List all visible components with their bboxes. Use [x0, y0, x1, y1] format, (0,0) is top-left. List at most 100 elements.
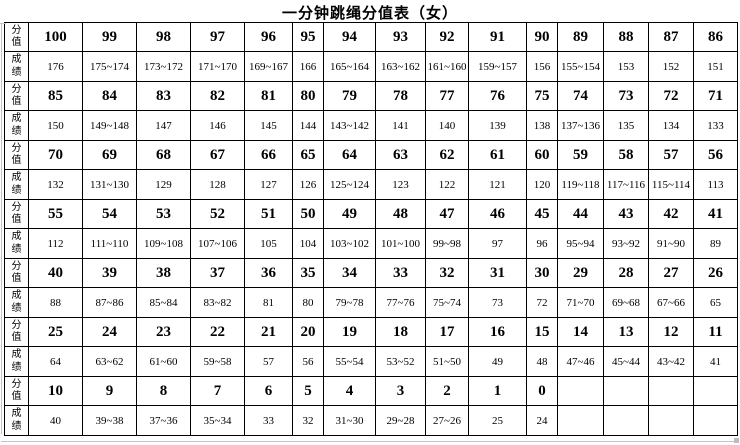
result-cell: 24 [526, 405, 558, 436]
score-row: 分值 100 99 98 97 96 95 94 93 92 91 90 89 88 87 86 [4, 22, 738, 52]
result-cell: 165~164 [323, 51, 376, 82]
score-cell: 70 [28, 140, 83, 170]
result-cell: 132 [28, 169, 83, 200]
result-cell: 91~90 [648, 228, 694, 259]
score-cell: 28 [603, 258, 649, 288]
score-cell: 82 [190, 81, 245, 111]
result-cell: 131~130 [82, 169, 137, 200]
score-cell: 69 [82, 140, 137, 170]
result-cell: 145 [244, 110, 293, 141]
result-cell: 141 [375, 110, 426, 141]
score-cell: 86 [693, 22, 738, 52]
score-cell: 59 [557, 140, 604, 170]
score-cell: 29 [557, 258, 604, 288]
result-cell: 75~74 [425, 287, 469, 318]
score-cell: 89 [557, 22, 604, 52]
result-cell: 107~106 [190, 228, 245, 259]
result-cell: 85~84 [136, 287, 191, 318]
score-cell: 51 [244, 199, 293, 229]
score-row-label: 分值 [4, 140, 29, 170]
result-cell: 122 [425, 169, 469, 200]
result-cell: 120 [526, 169, 558, 200]
score-cell: 41 [693, 199, 738, 229]
result-cell: 71~70 [557, 287, 604, 318]
score-cell: 67 [190, 140, 245, 170]
score-cell: 20 [292, 317, 324, 347]
score-row-label: 分值 [4, 81, 29, 111]
score-cell: 21 [244, 317, 293, 347]
table-resize-handle[interactable] [734, 438, 739, 443]
score-cell: 4 [323, 376, 376, 406]
result-cell: 153 [603, 51, 649, 82]
score-cell: 85 [28, 81, 83, 111]
score-cell: 91 [468, 22, 527, 52]
score-cell: 81 [244, 81, 293, 111]
result-cell: 169~167 [244, 51, 293, 82]
score-cell: 80 [292, 81, 324, 111]
score-cell: 24 [82, 317, 137, 347]
score-cell: 97 [190, 22, 245, 52]
score-cell: 18 [375, 317, 426, 347]
score-cell [557, 376, 604, 406]
page-title: 一分钟跳绳分值表（女） [281, 5, 458, 22]
result-cell: 89 [693, 228, 738, 259]
result-cell: 138 [526, 110, 558, 141]
score-row-label: 分值 [4, 199, 29, 229]
result-cell: 83~82 [190, 287, 245, 318]
score-cell: 54 [82, 199, 137, 229]
result-cell: 43~42 [648, 346, 694, 377]
score-row: 分值 10 9 8 7 6 5 4 3 2 1 0 [4, 376, 738, 406]
result-cell: 39~38 [82, 405, 137, 436]
result-row: 成绩 176 175~174 173~172 171~170 169~167 166 165~… [4, 51, 738, 82]
result-cell: 149~148 [82, 110, 137, 141]
score-cell: 12 [648, 317, 694, 347]
result-cell: 163~162 [375, 51, 426, 82]
result-cell: 117~116 [603, 169, 649, 200]
score-cell: 76 [468, 81, 527, 111]
result-cell: 67~66 [648, 287, 694, 318]
result-cell: 137~136 [557, 110, 604, 141]
jump-rope-score-table: 分值 100 99 98 97 96 95 94 93 92 91 90 89 88 87 86 成绩 176 17… [4, 22, 738, 436]
score-cell: 98 [136, 22, 191, 52]
result-row: 成绩 88 87~86 85~84 83~82 81 80 79~78 77~76 75~74 73… [4, 287, 738, 318]
result-cell: 95~94 [557, 228, 604, 259]
result-cell: 88 [28, 287, 83, 318]
result-row-label: 成绩 [4, 110, 29, 141]
result-cell: 173~172 [136, 51, 191, 82]
result-cell: 109~108 [136, 228, 191, 259]
score-cell: 45 [526, 199, 558, 229]
score-cell: 93 [375, 22, 426, 52]
score-cell: 14 [557, 317, 604, 347]
result-cell: 81 [244, 287, 293, 318]
result-row-label: 成绩 [4, 405, 29, 436]
score-cell: 61 [468, 140, 527, 170]
score-cell: 0 [526, 376, 558, 406]
result-cell: 56 [292, 346, 324, 377]
score-row-label: 分值 [4, 317, 29, 347]
result-cell: 156 [526, 51, 558, 82]
score-cell: 11 [693, 317, 738, 347]
result-cell: 115~114 [648, 169, 694, 200]
result-row: 成绩 112 111~110 109~108 107~106 105 104 103~102 1… [4, 228, 738, 259]
result-cell: 112 [28, 228, 83, 259]
score-cell: 63 [375, 140, 426, 170]
result-cell: 161~160 [425, 51, 469, 82]
score-cell: 8 [136, 376, 191, 406]
score-row: 分值 85 84 83 82 81 80 79 78 77 76 75 74 73 72 71 [4, 81, 738, 111]
score-cell: 19 [323, 317, 376, 347]
score-cell: 1 [468, 376, 527, 406]
score-cell: 75 [526, 81, 558, 111]
score-cell: 2 [425, 376, 469, 406]
result-cell: 40 [28, 405, 83, 436]
result-cell: 72 [526, 287, 558, 318]
result-cell: 155~154 [557, 51, 604, 82]
result-cell: 47~46 [557, 346, 604, 377]
result-cell: 61~60 [136, 346, 191, 377]
result-cell: 151 [693, 51, 738, 82]
result-cell: 45~44 [603, 346, 649, 377]
score-cell: 48 [375, 199, 426, 229]
score-table-body: 分值 100 99 98 97 96 95 94 93 92 91 90 89 88 87 86 成绩 176 17… [4, 22, 738, 436]
result-cell [603, 405, 649, 436]
result-cell: 171~170 [190, 51, 245, 82]
result-cell: 51~50 [425, 346, 469, 377]
